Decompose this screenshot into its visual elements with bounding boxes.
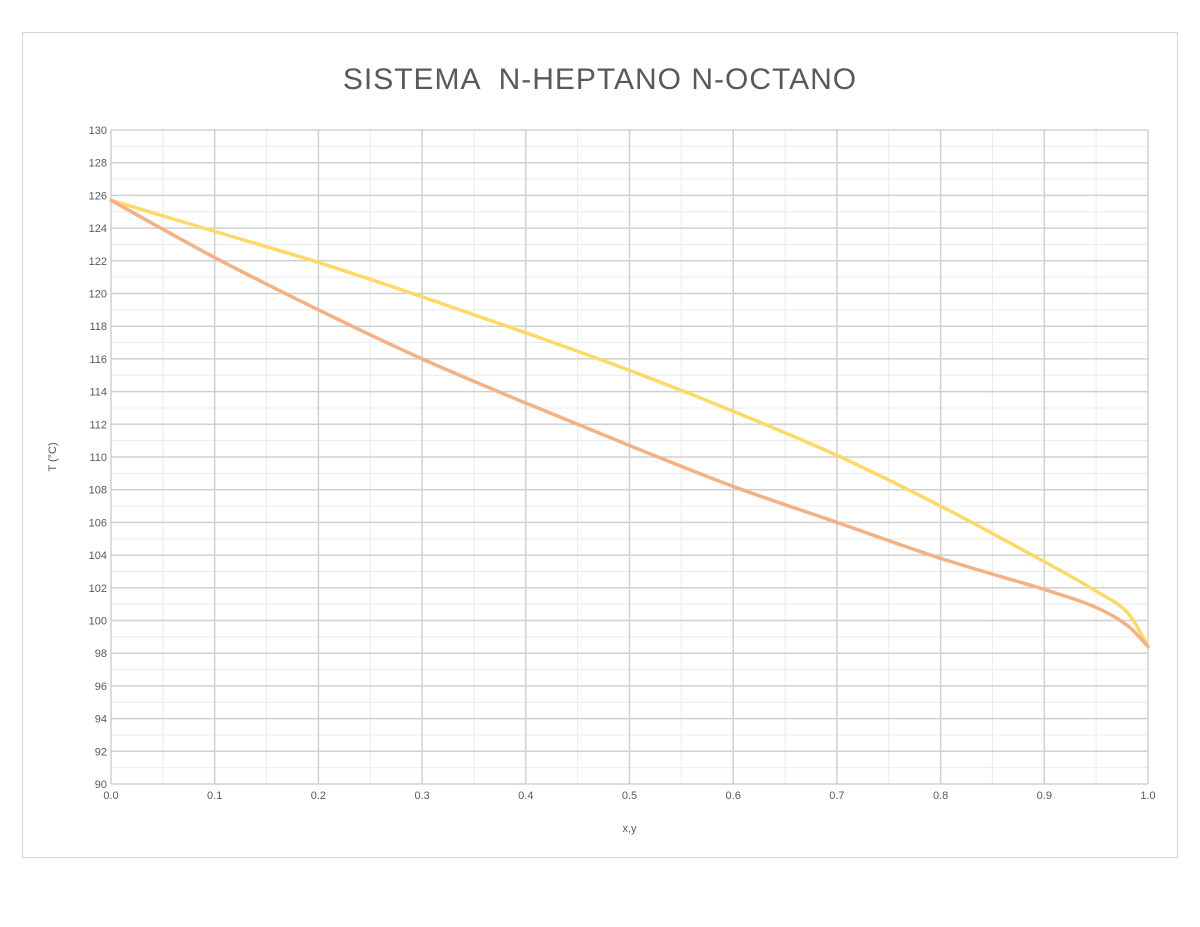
y-axis-label: T (°C) bbox=[47, 442, 59, 471]
y-tick-label: 116 bbox=[89, 354, 107, 366]
y-tick-labels: 90 92 94 96 98 100 102 104 106 108 110 112 114 116 118… bbox=[89, 125, 107, 791]
y-tick-label: 90 bbox=[95, 779, 107, 791]
y-tick-label: 130 bbox=[89, 125, 107, 137]
x-tick-label: 0.6 bbox=[726, 790, 741, 802]
y-tick-label: 124 bbox=[89, 223, 107, 235]
x-axis-label: x,y bbox=[622, 823, 637, 835]
y-tick-label: 100 bbox=[89, 616, 107, 628]
series-line-1 bbox=[109, 198, 1150, 649]
y-tick-label: 122 bbox=[89, 256, 107, 268]
chart-title: SISTEMA N-HEPTANO N-OCTANO bbox=[342, 63, 858, 96]
x-tick-label: 0.8 bbox=[933, 790, 948, 802]
series-line-2 bbox=[109, 198, 1150, 649]
y-tick-label: 128 bbox=[89, 158, 107, 170]
x-tick-label: 0.4 bbox=[518, 790, 533, 802]
y-tick-label: 114 bbox=[89, 387, 107, 399]
x-tick-labels: 0.0 0.1 0.2 0.3 0.4 0.5 0.6 0.7 0.8 0.9 1.0 bbox=[103, 790, 1155, 802]
y-tick-label: 118 bbox=[89, 321, 107, 333]
x-tick-label: 0.5 bbox=[622, 790, 637, 802]
x-tick-label: 0.9 bbox=[1037, 790, 1052, 802]
y-tick-label: 96 bbox=[95, 681, 107, 693]
y-tick-label: 98 bbox=[95, 648, 107, 660]
x-tick-label: 1.0 bbox=[1140, 790, 1155, 802]
x-tick-label: 0.2 bbox=[311, 790, 326, 802]
x-tick-label: 0.0 bbox=[103, 790, 118, 802]
x-tick-label: 0.7 bbox=[829, 790, 844, 802]
y-tick-label: 108 bbox=[89, 485, 107, 497]
x-tick-label: 0.1 bbox=[207, 790, 222, 802]
y-tick-label: 120 bbox=[89, 289, 107, 301]
y-tick-label: 110 bbox=[89, 452, 107, 464]
major-gridlines bbox=[110, 129, 1149, 785]
x-tick-label: 0.3 bbox=[414, 790, 429, 802]
y-tick-label: 112 bbox=[89, 419, 107, 431]
series-lines bbox=[109, 198, 1150, 649]
y-tick-label: 92 bbox=[95, 746, 107, 758]
y-tick-label: 106 bbox=[89, 517, 107, 529]
y-tick-label: 104 bbox=[89, 550, 107, 562]
y-tick-label: 102 bbox=[89, 583, 107, 595]
y-tick-label: 94 bbox=[95, 714, 107, 726]
y-tick-label: 126 bbox=[89, 190, 107, 202]
